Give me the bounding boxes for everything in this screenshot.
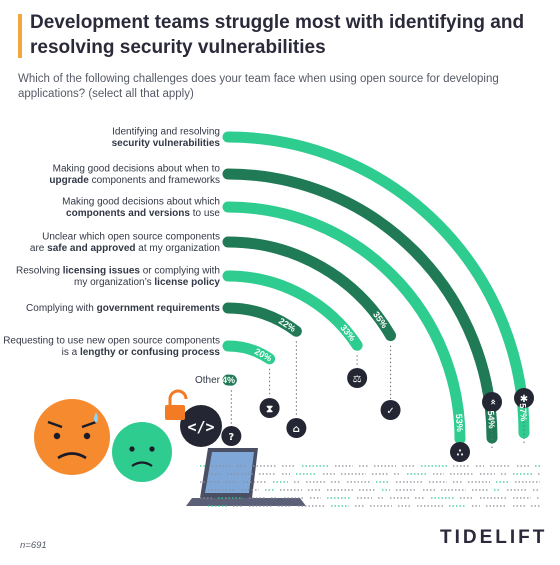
institution-icon: ⌂ <box>286 418 307 438</box>
bar-1 <box>222 131 530 439</box>
code-lines-decoration <box>200 465 540 507</box>
svg-text:✱: ✱ <box>520 394 528 405</box>
category-label-6-line-1: Complying with government requirements <box>26 303 220 314</box>
bug-icon: ✱ <box>514 388 534 408</box>
bar-2 <box>222 168 498 444</box>
chart-subtitle: Which of the following challenges does y… <box>18 73 499 100</box>
chevrons-up-icon: » <box>482 392 502 412</box>
question-icon: ? <box>221 426 242 446</box>
svg-text:⧗: ⧗ <box>266 404 273 415</box>
category-label-4-line-1: Unclear which open source components <box>42 231 220 242</box>
component-icon: ∴ <box>450 442 470 462</box>
bar-3 <box>222 201 466 445</box>
chart-title: Development teams struggle most with ide… <box>30 12 525 58</box>
bar-4 <box>222 236 397 342</box>
svg-text:∴: ∴ <box>457 448 464 459</box>
worried-green-face <box>112 422 172 482</box>
category-label-4-line-2: are safe and approved at my organization <box>30 243 220 254</box>
scales-icon: ⚖ <box>347 368 368 388</box>
svg-text:⌂: ⌂ <box>293 424 300 435</box>
category-label-5-line-2: my organization’s license policy <box>74 277 220 288</box>
tidelift-logo: TIDELIFT <box>440 527 548 548</box>
category-label-5-line-1: Resolving licensing issues or complying … <box>16 265 220 276</box>
laptop-illustration <box>186 448 306 506</box>
unlocked-padlock-icon <box>165 389 188 420</box>
bar-5 <box>222 270 363 351</box>
category-label-3-line-1: Making good decisions about which <box>62 196 220 207</box>
category-label-8-line-1: Other <box>195 375 221 386</box>
bar-8-value-label: 4% <box>222 375 235 385</box>
developers-illustration: </> <box>34 389 306 506</box>
bar-3-value-label: 53% <box>454 413 465 432</box>
category-label-3-line-2: components and versions to use <box>66 208 220 219</box>
bar-7 <box>222 340 276 365</box>
code-icon: </> <box>180 405 222 447</box>
category-label-7-line-1: Requesting to use new open source compon… <box>3 335 220 346</box>
sample-size-note: n=691 <box>20 540 47 551</box>
bar-6 <box>222 302 302 337</box>
svg-text:»: » <box>488 399 499 405</box>
svg-text:⚖: ⚖ <box>353 374 362 385</box>
worried-orange-face <box>34 399 110 475</box>
category-label-2-line-2: upgrade components and frameworks <box>49 175 220 186</box>
svg-text:</>: </> <box>187 418 214 436</box>
svg-text:?: ? <box>228 432 234 443</box>
category-label-7-line-2: is a lengthy or confusing process <box>62 347 221 358</box>
bar-1-value-label: 57% <box>518 403 529 422</box>
check-badge-icon: ✓ <box>380 400 401 420</box>
bar-2-value-label: 54% <box>486 410 497 429</box>
category-label-1-line-2: security vulnerabilities <box>112 138 221 149</box>
hourglass-icon: ⧗ <box>259 398 280 418</box>
category-label-1-line-1: Identifying and resolving <box>112 126 220 137</box>
svg-text:✓: ✓ <box>386 406 394 417</box>
category-label-2-line-1: Making good decisions about when to <box>53 163 221 174</box>
title-accent-bar <box>18 14 22 58</box>
